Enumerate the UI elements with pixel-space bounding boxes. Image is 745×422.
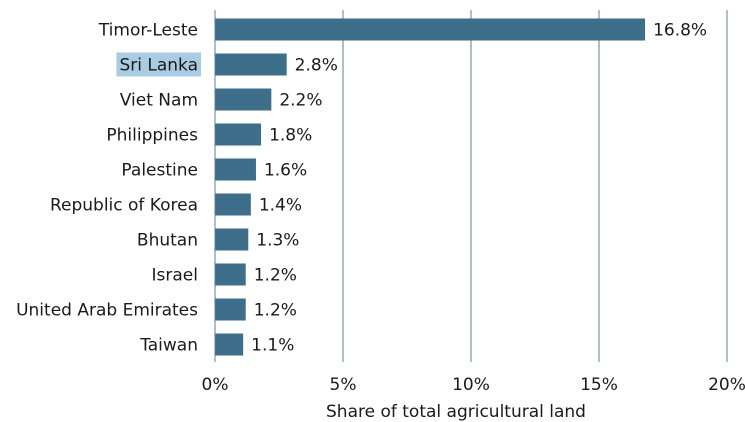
bar bbox=[215, 263, 246, 286]
category-highlight-box bbox=[116, 52, 201, 77]
category-label: Taiwan bbox=[139, 336, 198, 356]
value-label: 1.8% bbox=[269, 126, 312, 146]
value-label: 2.8% bbox=[295, 56, 338, 76]
bar bbox=[215, 18, 646, 41]
bar bbox=[215, 158, 256, 181]
bar bbox=[215, 228, 249, 251]
value-labels: 16.8% 2.8% 2.2% 1.8% 1.6% 1.4% 1.3% 1.2% 1.2% 1.1… bbox=[251, 21, 707, 356]
x-axis-ticks: 0% 5% 10% 15% 20% bbox=[202, 375, 745, 395]
bar bbox=[215, 193, 251, 216]
category-label: Sri Lanka bbox=[119, 56, 198, 76]
bar bbox=[215, 123, 262, 146]
value-label: 1.4% bbox=[259, 196, 302, 216]
gridlines bbox=[342, 10, 728, 362]
category-label: United Arab Emirates bbox=[16, 301, 198, 321]
x-tick-label: 0% bbox=[202, 375, 229, 395]
value-label: 1.2% bbox=[254, 301, 297, 321]
category-label: Timor-Leste bbox=[98, 21, 198, 41]
bar bbox=[215, 88, 272, 111]
x-tick-label: 20% bbox=[708, 375, 745, 395]
value-label: 1.2% bbox=[254, 266, 297, 286]
bar bbox=[215, 333, 244, 356]
category-label: Philippines bbox=[106, 126, 198, 146]
value-label: 1.3% bbox=[256, 231, 299, 251]
x-tick-label: 15% bbox=[580, 375, 618, 395]
category-label: Bhutan bbox=[137, 231, 198, 251]
value-label: 16.8% bbox=[653, 21, 707, 41]
category-label: Viet Nam bbox=[120, 91, 198, 111]
bars bbox=[215, 18, 646, 356]
value-label: 1.6% bbox=[264, 161, 307, 181]
x-tick-label: 5% bbox=[330, 375, 357, 395]
category-label: Republic of Korea bbox=[50, 196, 198, 216]
category-labels: Timor-Leste Sri Lanka Viet Nam Philippines P… bbox=[16, 21, 198, 356]
value-label: 1.1% bbox=[251, 336, 294, 356]
category-highlight bbox=[116, 52, 201, 77]
category-label: Palestine bbox=[121, 161, 198, 181]
x-tick-label: 10% bbox=[452, 375, 490, 395]
value-label: 2.2% bbox=[279, 91, 322, 111]
bar bbox=[215, 298, 246, 321]
category-label: Israel bbox=[152, 266, 198, 286]
x-axis-title: Share of total agricultural land bbox=[326, 402, 586, 422]
bar bbox=[215, 53, 287, 76]
